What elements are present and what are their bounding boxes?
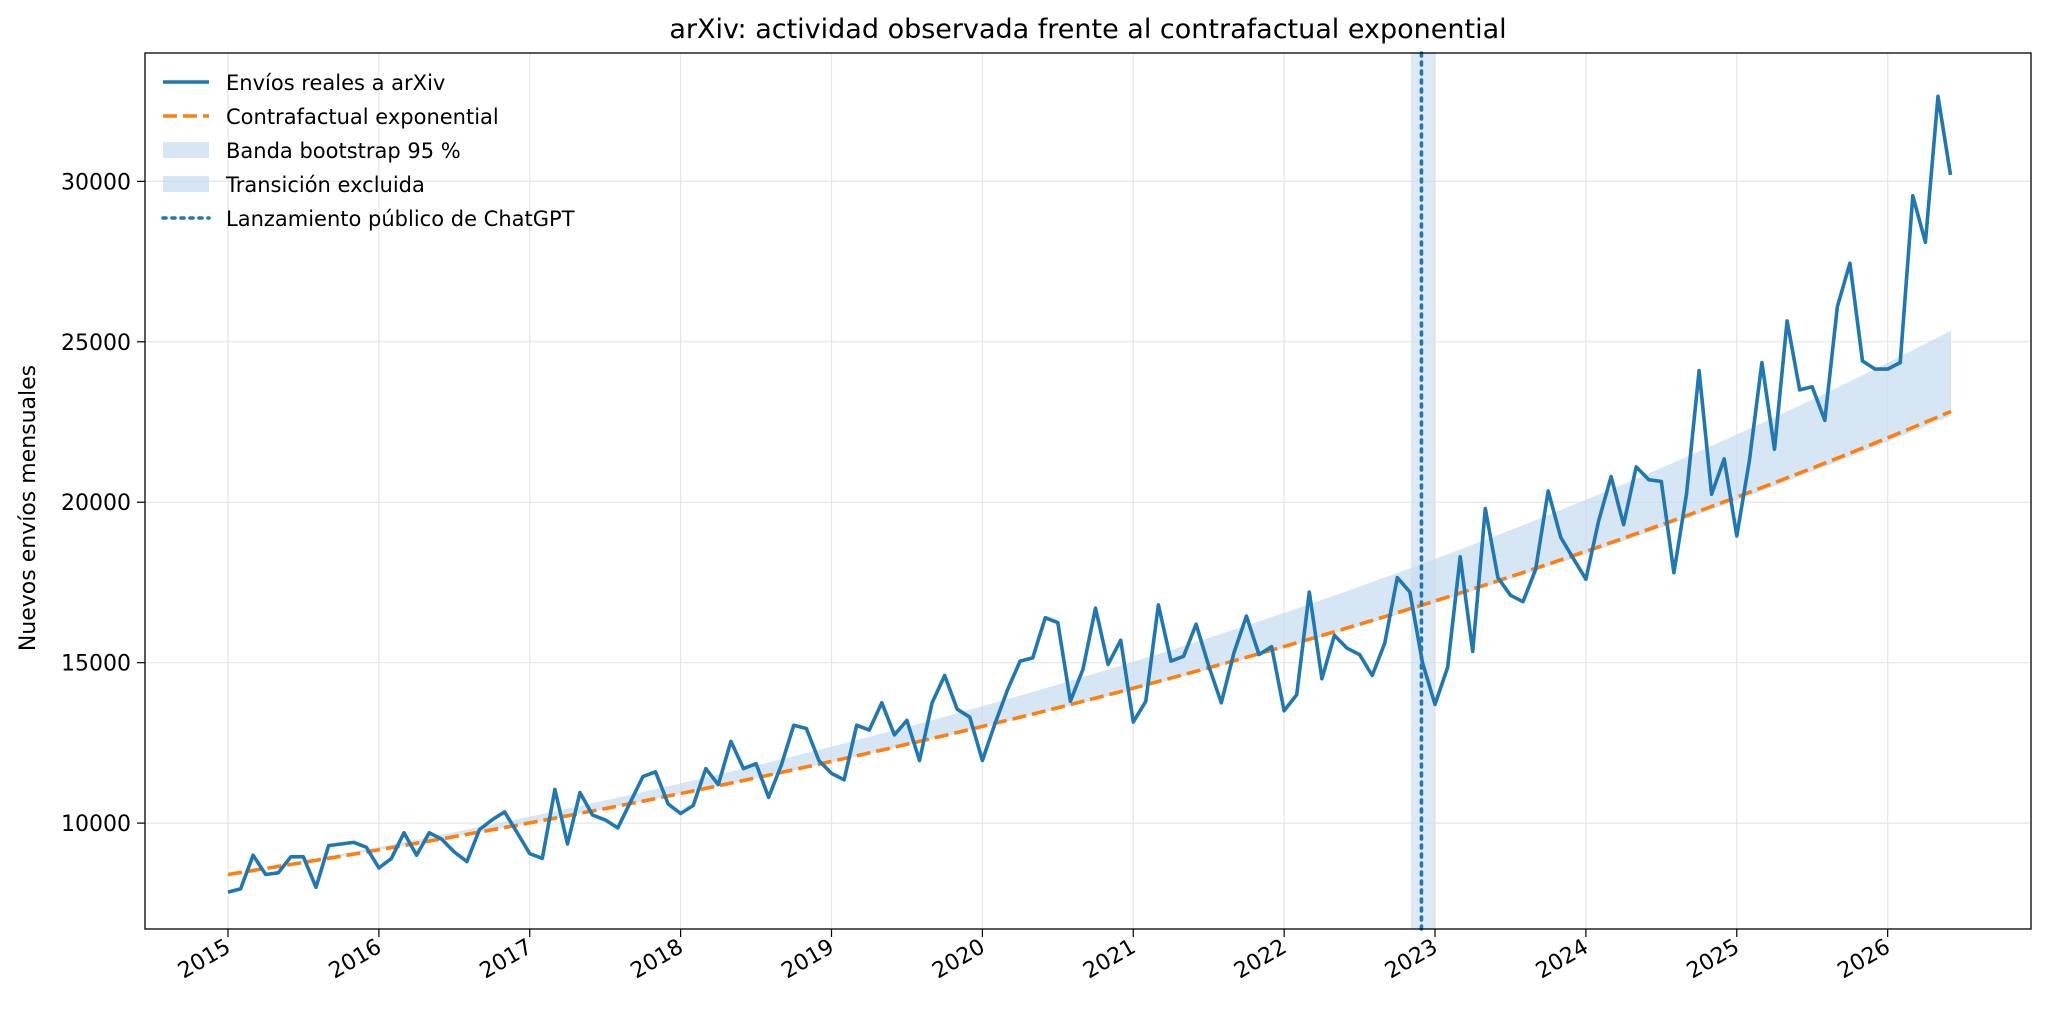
legend-label-chatgpt: Lanzamiento público de ChatGPT — [226, 207, 575, 231]
actual-series — [227, 94, 1953, 894]
legend-label-counterfactual: Contrafactual exponential — [226, 105, 499, 129]
legend-swatch-band — [163, 142, 209, 158]
actual-line — [227, 94, 1953, 894]
transition-rect — [1410, 53, 1436, 929]
legend: Envíos reales a arXiv Contrafactual expon… — [161, 71, 575, 231]
y-tick-label: 30000 — [61, 170, 131, 195]
legend-label-band: Banda bootstrap 95 % — [226, 139, 461, 163]
plot-area-frame — [144, 52, 2032, 930]
counterfactual-series — [227, 409, 1952, 877]
chart-title: arXiv: actividad observada frente al con… — [669, 14, 1506, 45]
legend-label-transition: Transición excluida — [225, 173, 425, 197]
y-axis-label: Nuevos envíos mensuales — [16, 365, 41, 651]
y-axis: 10000 15000 20000 25000 30000 — [61, 170, 145, 837]
y-tick-label: 20000 — [61, 491, 131, 516]
y-tick-label: 10000 — [61, 812, 131, 837]
y-tick-label: 15000 — [61, 652, 131, 677]
counterfactual-line — [227, 409, 1952, 877]
transition-region — [1410, 53, 1436, 929]
y-tick-label: 25000 — [61, 331, 131, 356]
legend-swatch-transition — [163, 176, 209, 192]
legend-label-actual: Envíos reales a arXiv — [226, 71, 445, 95]
